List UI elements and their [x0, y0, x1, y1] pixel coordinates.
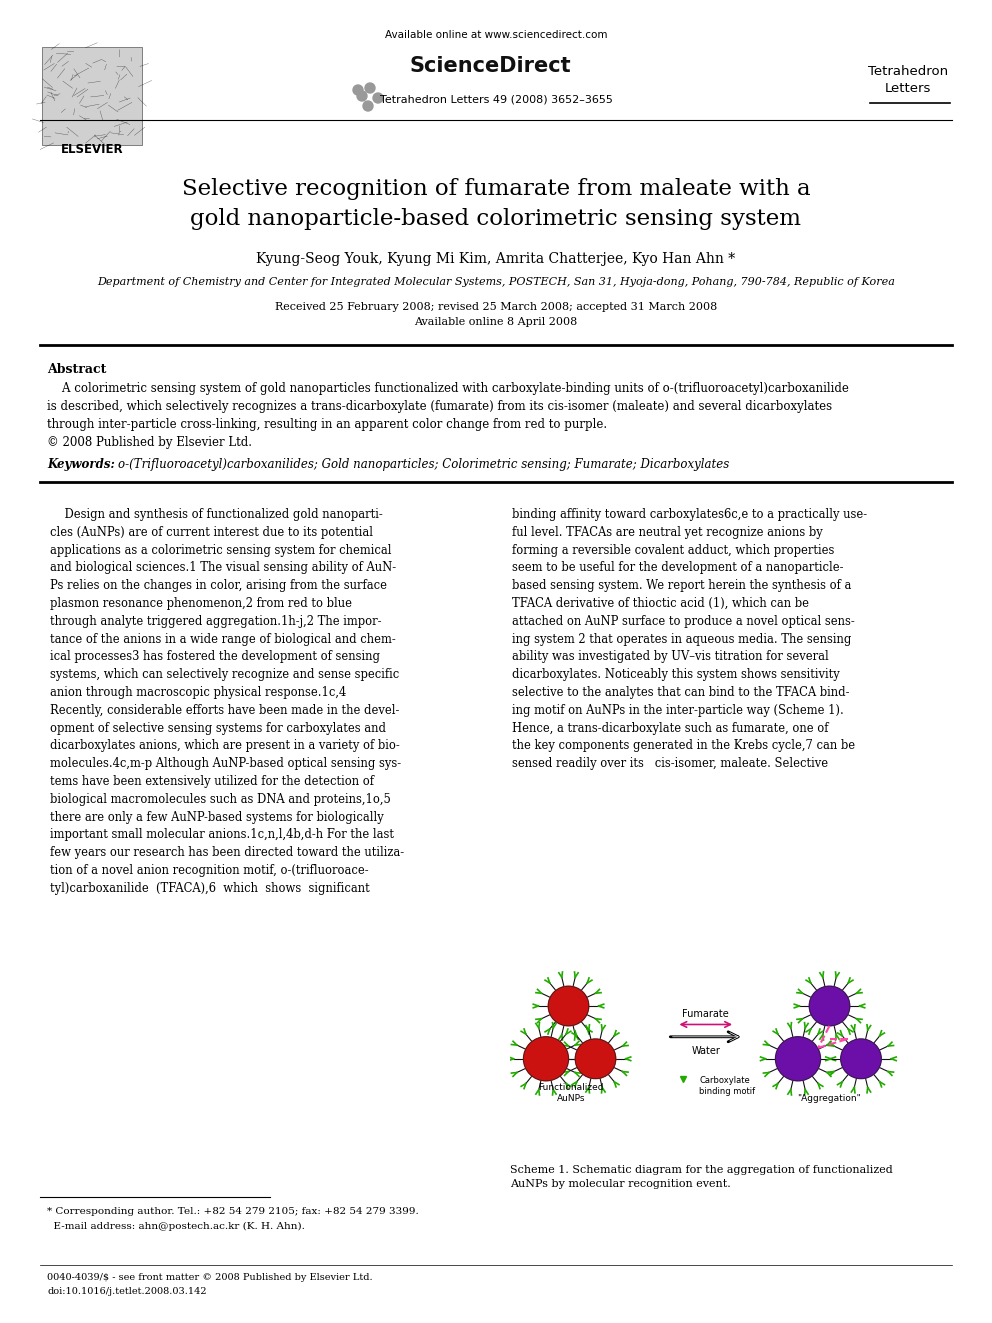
Text: E-mail address: ahn@postech.ac.kr (K. H. Ahn).: E-mail address: ahn@postech.ac.kr (K. H.…	[47, 1222, 305, 1232]
Circle shape	[353, 85, 363, 95]
Text: o-(Trifluoroacetyl)carboxanilides; Gold nanoparticles; Colorimetric sensing; Fum: o-(Trifluoroacetyl)carboxanilides; Gold …	[118, 458, 729, 471]
Text: Department of Chemistry and Center for Integrated Molecular Systems, POSTECH, Sa: Department of Chemistry and Center for I…	[97, 277, 895, 287]
Text: 0040-4039/$ - see front matter © 2008 Published by Elsevier Ltd.: 0040-4039/$ - see front matter © 2008 Pu…	[47, 1273, 373, 1282]
Text: doi:10.1016/j.tetlet.2008.03.142: doi:10.1016/j.tetlet.2008.03.142	[47, 1287, 206, 1297]
Circle shape	[575, 1039, 616, 1078]
Text: Received 25 February 2008; revised 25 March 2008; accepted 31 March 2008
Availab: Received 25 February 2008; revised 25 Ma…	[275, 302, 717, 327]
FancyBboxPatch shape	[42, 48, 142, 146]
Circle shape	[365, 83, 375, 93]
Circle shape	[373, 93, 383, 103]
Text: ScienceDirect: ScienceDirect	[409, 56, 570, 75]
Circle shape	[841, 1039, 881, 1078]
Text: Tetrahedron Letters 49 (2008) 3652–3655: Tetrahedron Letters 49 (2008) 3652–3655	[380, 94, 612, 105]
Text: * Corresponding author. Tel.: +82 54 279 2105; fax: +82 54 279 3399.: * Corresponding author. Tel.: +82 54 279…	[47, 1207, 419, 1216]
Text: Carboxylate
binding motif: Carboxylate binding motif	[699, 1076, 755, 1095]
Text: Design and synthesis of functionalized gold nanoparti-
cles (AuNPs) are of curre: Design and synthesis of functionalized g…	[50, 508, 404, 894]
Text: Available online at www.sciencedirect.com: Available online at www.sciencedirect.co…	[385, 30, 607, 40]
Text: Letters: Letters	[885, 82, 931, 95]
Circle shape	[549, 986, 588, 1025]
Text: binding affinity toward carboxylates6c,e to a practically use-
ful level. TFACAs: binding affinity toward carboxylates6c,e…	[512, 508, 867, 770]
Text: Selective recognition of fumarate from maleate with a
gold nanoparticle-based co: Selective recognition of fumarate from m…	[182, 179, 810, 230]
Circle shape	[809, 986, 850, 1025]
Text: ELSEVIER: ELSEVIER	[61, 143, 123, 156]
Text: "Aggregation": "Aggregation"	[798, 1094, 861, 1102]
Text: Keywords:: Keywords:	[47, 458, 115, 471]
Text: Kyung-Seog Youk, Kyung Mi Kim, Amrita Chatterjee, Kyo Han Ahn *: Kyung-Seog Youk, Kyung Mi Kim, Amrita Ch…	[257, 251, 735, 266]
Text: Water: Water	[691, 1045, 720, 1056]
Text: Functionalized
AuNPs: Functionalized AuNPs	[538, 1082, 603, 1102]
Circle shape	[357, 91, 367, 101]
Text: Scheme 1. Schematic diagram for the aggregation of functionalized
AuNPs by molec: Scheme 1. Schematic diagram for the aggr…	[510, 1166, 893, 1189]
Text: A colorimetric sensing system of gold nanoparticles functionalized with carboxyl: A colorimetric sensing system of gold na…	[47, 382, 849, 448]
Text: Abstract: Abstract	[47, 363, 106, 376]
Circle shape	[363, 101, 373, 111]
Text: Fumarate: Fumarate	[682, 1009, 729, 1019]
Circle shape	[524, 1037, 568, 1081]
Circle shape	[776, 1037, 820, 1081]
Text: Tetrahedron: Tetrahedron	[868, 65, 948, 78]
